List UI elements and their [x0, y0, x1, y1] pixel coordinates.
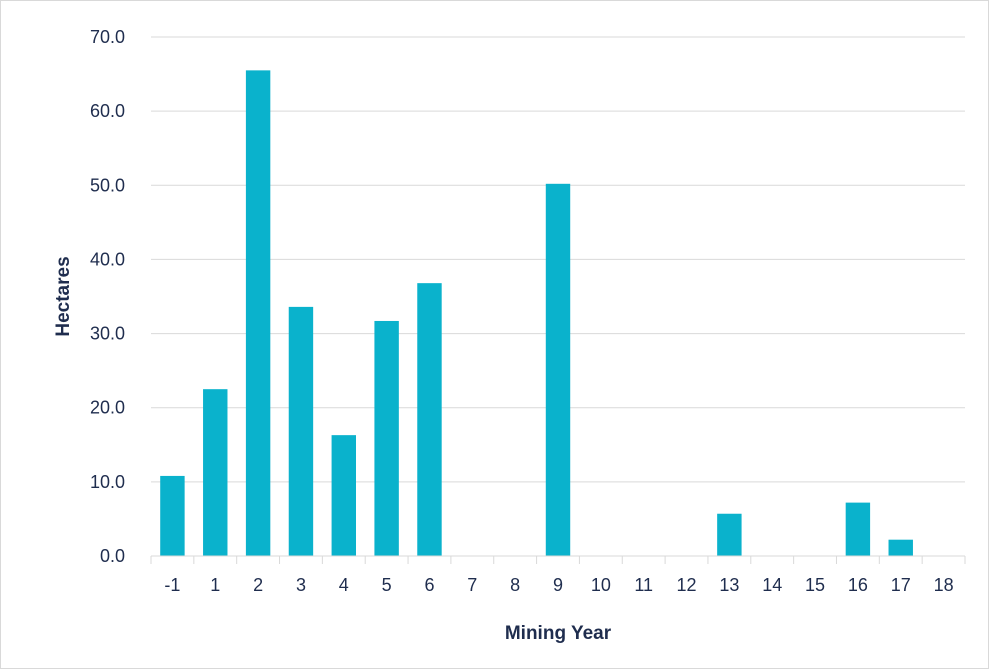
x-tick-label: 7: [467, 575, 477, 595]
x-tick-label: 10: [591, 575, 611, 595]
x-tick-label: 18: [934, 575, 954, 595]
y-tick-label: 0.0: [100, 546, 125, 566]
y-tick-label: 40.0: [90, 249, 125, 269]
x-tick-label: 13: [719, 575, 739, 595]
x-tick-label: 2: [253, 575, 263, 595]
x-tick-label: 6: [424, 575, 434, 595]
bar-year-3: [288, 306, 314, 556]
y-tick-label: 60.0: [90, 101, 125, 121]
bar-year-5: [374, 320, 399, 556]
bar-year-16: [845, 502, 871, 556]
x-axis-title: Mining Year: [505, 623, 612, 644]
bar-year-9: [545, 183, 571, 556]
bar-year-1: [203, 389, 228, 556]
x-tick-label: 11: [634, 575, 653, 595]
bar-year-17: [888, 539, 913, 556]
y-tick-label: 50.0: [90, 175, 125, 195]
y-tick-label: 20.0: [90, 398, 125, 418]
bar-year-4: [331, 435, 356, 556]
x-tick-label: 17: [891, 575, 911, 595]
y-axis-title: Hectares: [53, 256, 74, 336]
bar-year-13: [717, 513, 742, 556]
x-tick-label: 15: [805, 575, 825, 595]
x-tick-label: -1: [164, 575, 180, 595]
x-tick-label: 4: [339, 575, 349, 595]
x-tick-label: 16: [848, 575, 868, 595]
y-tick-label: 70.0: [90, 27, 125, 47]
x-tick-label: 5: [382, 575, 392, 595]
x-tick-label: 9: [553, 575, 563, 595]
y-tick-label: 10.0: [90, 472, 125, 492]
x-tick-label: 12: [677, 575, 697, 595]
bar-year--1: [160, 475, 185, 556]
y-tick-label: 30.0: [90, 324, 125, 344]
x-tick-labels: -1 1 2 3 4 5 6 7 8 9 10 11 12 13 14 15 16 17 18: [150, 556, 966, 595]
x-tick-label: 14: [762, 575, 782, 595]
x-tick-label: 1: [210, 575, 220, 595]
bar-year-2: [245, 70, 271, 556]
x-tick-label: 3: [296, 575, 306, 595]
y-tick-labels: 0.0 10.0 20.0 30.0 40.0 50.0 60.0 70.0: [90, 27, 125, 566]
x-tick-label: 8: [510, 575, 520, 595]
bar-year-6: [417, 283, 442, 556]
bars: [160, 70, 913, 556]
